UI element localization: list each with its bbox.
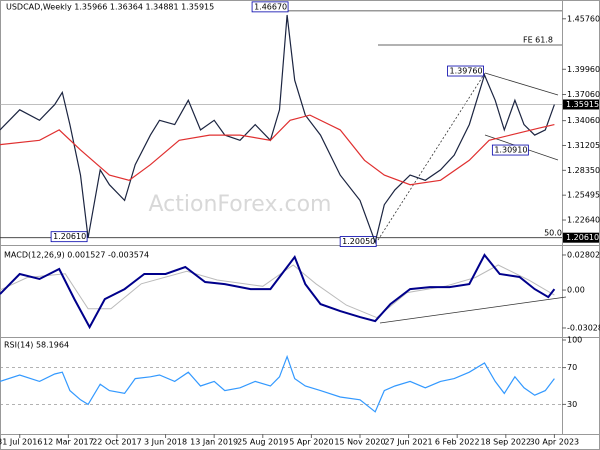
annotation-box — [50, 231, 88, 243]
fib-label: FE 61.8 — [523, 36, 553, 45]
y-tick-label: 1.25495 — [567, 191, 600, 200]
y-tick-label: 1.37060 — [567, 90, 600, 99]
y-tick-label: 1.34060 — [567, 116, 600, 125]
y-tick-label: 0.028028 — [567, 250, 600, 259]
channel-line — [484, 72, 559, 96]
x-tick-label: 31 Jul 2016 — [0, 438, 42, 447]
y-tick-label: 1.45760 — [567, 14, 600, 23]
trend-line — [377, 72, 486, 241]
y-tick-label: 30 — [567, 400, 577, 409]
y-tick-label: -0.030286 — [567, 323, 600, 332]
y-tick-label: 0.00 — [567, 286, 585, 295]
x-tick-label: 18 Sep 2022 — [480, 438, 531, 447]
y-tick-label: 1.22640 — [567, 216, 600, 225]
x-tick-label: 22 Oct 2017 — [92, 438, 141, 447]
x-tick-label: 15 Nov 2020 — [334, 438, 385, 447]
y-tick-label: 1.39960 — [567, 65, 600, 74]
annotation-box — [447, 65, 484, 77]
price-label: 1.20610 — [566, 233, 599, 242]
macd-title: MACD(12,26,9) 0.001527 -0.003574 — [4, 251, 149, 260]
series-line — [0, 14, 555, 245]
price-label-box — [563, 99, 599, 110]
x-tick-label: 12 Mar 2017 — [43, 438, 94, 447]
series-line — [0, 264, 555, 319]
x-tick-label: 5 Apr 2020 — [289, 438, 333, 447]
x-tick-label: 3 Jun 2018 — [144, 438, 187, 447]
annotation-box — [251, 1, 289, 13]
x-tick-label: 25 Aug 2019 — [237, 438, 288, 447]
annotation-label: 1.20610 — [53, 232, 86, 241]
x-tick-label: 13 Jan 2019 — [190, 438, 238, 447]
macd-trend-line — [379, 296, 567, 324]
series-line — [0, 354, 555, 413]
x-tick-label: 30 Apr 2023 — [530, 438, 579, 447]
annotation-label: 1.30910 — [494, 146, 527, 155]
rsi-title: RSI(14) 58.1964 — [4, 341, 69, 350]
annotation-box — [491, 144, 529, 156]
annotation-label: 1.39760 — [450, 67, 483, 76]
annotation-box — [339, 236, 377, 247]
y-tick-label: 100 — [567, 336, 582, 345]
x-tick-label: 6 Feb 2022 — [435, 438, 480, 447]
y-tick-label: 1.31205 — [567, 141, 600, 150]
watermark: ActionForex.com — [149, 192, 332, 217]
annotation-label: 1.46670 — [254, 2, 287, 11]
x-tick-label: 27 Jun 2021 — [385, 438, 433, 447]
annotation-label: 1.20050 — [342, 237, 375, 246]
series-line — [0, 253, 556, 330]
fib-label: 50.0 — [544, 229, 562, 238]
price-label: 1.35915 — [566, 100, 599, 109]
price-label-box — [563, 232, 599, 243]
y-tick-label: 70 — [567, 363, 577, 372]
chart-title: USDCAD,Weekly 1.35966 1.36364 1.34881 1.… — [6, 3, 214, 12]
series-line — [0, 114, 555, 186]
y-tick-label: 1.28350 — [567, 166, 600, 175]
